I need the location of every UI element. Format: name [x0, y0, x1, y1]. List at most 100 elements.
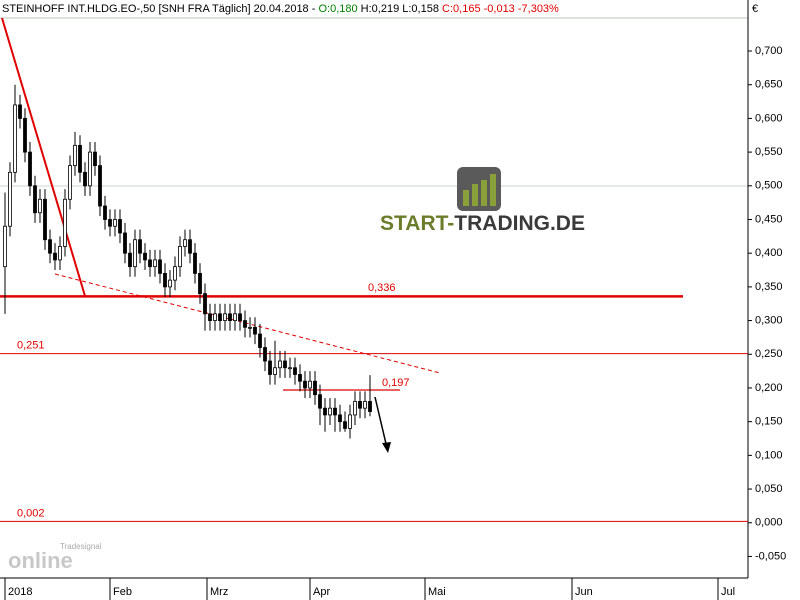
header-title: STEINHOFF INT.HLDG.EO-,50 [SNH FRA Tägli…	[2, 3, 316, 15]
candle-body	[358, 401, 362, 409]
logo-icon	[457, 167, 501, 211]
candle-body	[88, 151, 92, 187]
candle-body	[198, 273, 202, 295]
candle-body	[143, 252, 147, 261]
candle-body	[243, 320, 247, 328]
candle-body	[63, 198, 67, 247]
candle-body	[253, 326, 257, 335]
candle-body	[83, 171, 87, 187]
candle-body	[73, 144, 77, 166]
candle-body	[268, 360, 272, 375]
header-close: C:0,165 -0,013 -7,303%	[442, 3, 559, 15]
candle-body	[368, 401, 372, 412]
candle-body	[213, 313, 217, 321]
candle-body	[248, 326, 252, 329]
candle-body	[193, 252, 197, 274]
y-tick-label: 0,600	[755, 112, 783, 124]
candle-body	[8, 171, 12, 227]
arrow-head	[382, 442, 391, 453]
y-tick-label: 0,350	[755, 281, 783, 293]
level-label: 0,336	[368, 282, 396, 294]
y-tick-label: 0,550	[755, 146, 783, 158]
candle-body	[133, 239, 137, 268]
candle-body	[108, 219, 112, 227]
candle-body	[158, 259, 162, 274]
candle-body	[58, 246, 62, 261]
candle-body	[188, 239, 192, 254]
level-label: 0,197	[382, 377, 410, 389]
candle-body	[153, 259, 157, 268]
candle-body	[343, 421, 347, 429]
candle-body	[18, 104, 22, 119]
candle-body	[363, 401, 367, 409]
y-tick-label: -0,050	[755, 550, 786, 562]
candle-body	[173, 266, 177, 281]
candle-body	[28, 151, 32, 187]
candle-body	[308, 380, 312, 389]
candle-body	[23, 118, 27, 153]
y-tick-label: 0,400	[755, 247, 783, 259]
candle-body	[178, 246, 182, 268]
candle-body	[293, 367, 297, 375]
candle-body	[298, 374, 302, 382]
y-tick-label: 0,000	[755, 517, 783, 529]
x-tick-label: 2018	[8, 586, 32, 598]
candle-body	[353, 401, 357, 416]
candle-body	[218, 313, 222, 321]
header: STEINHOFF INT.HLDG.EO-,50 [SNH FRA Tägli…	[2, 3, 559, 15]
candle-body	[13, 104, 17, 173]
candle-body	[328, 407, 332, 416]
candle-body	[348, 414, 352, 429]
y-tick-label: 0,450	[755, 213, 783, 225]
candle-body	[233, 313, 237, 321]
y-tick-label: 0,150	[755, 416, 783, 428]
candle-body	[283, 360, 287, 369]
candle-body	[183, 239, 187, 247]
candle-body	[48, 239, 52, 254]
watermark-brand: Tradesignal	[60, 542, 102, 551]
candle-body	[3, 225, 7, 268]
candle-body	[238, 313, 242, 321]
y-tick-label: 0,650	[755, 79, 783, 91]
x-tick-label: Mrz	[210, 586, 228, 598]
x-tick-label: Mai	[428, 586, 446, 598]
x-tick-label: Apr	[313, 586, 330, 598]
candle-body	[33, 185, 37, 214]
y-tick-label: 0,100	[755, 449, 783, 461]
candle-body	[208, 313, 212, 321]
logo-part: TRADING.DE	[454, 212, 585, 235]
candle-body	[263, 347, 267, 362]
candle-body	[323, 407, 327, 416]
header-range: H:0,219 L:0,158	[361, 3, 439, 15]
y-tick-label: 0,250	[755, 348, 783, 360]
candle-body	[148, 259, 152, 268]
x-tick-label: Feb	[113, 586, 132, 598]
candle-body	[163, 273, 167, 288]
candle-body	[258, 333, 262, 348]
trend-line	[1, 17, 86, 297]
x-tick-label: Jul	[721, 586, 735, 598]
watermark: online	[8, 548, 73, 573]
y-tick-label: 0,050	[755, 483, 783, 495]
candle-body	[273, 367, 277, 375]
arrow	[374, 396, 388, 449]
candle-body	[43, 198, 47, 241]
logo-text: START-TRADING.DE	[380, 212, 585, 235]
candle-body	[53, 252, 57, 261]
y-tick-label: 0,700	[755, 45, 783, 57]
candle-body	[203, 293, 207, 315]
candle-body	[93, 151, 97, 166]
header-open: O:0,180	[318, 3, 357, 15]
currency: €	[752, 3, 758, 15]
candle-body	[288, 367, 292, 370]
candle-body	[223, 313, 227, 321]
trend-line-dashed	[54, 273, 441, 374]
candle-body	[228, 313, 232, 321]
candle-body	[313, 380, 317, 396]
y-tick-label: 0,500	[755, 180, 783, 192]
candle-body	[98, 165, 102, 207]
level-label: 0,251	[17, 340, 45, 352]
logo-part: START-	[380, 212, 454, 235]
candle-body	[168, 279, 172, 288]
